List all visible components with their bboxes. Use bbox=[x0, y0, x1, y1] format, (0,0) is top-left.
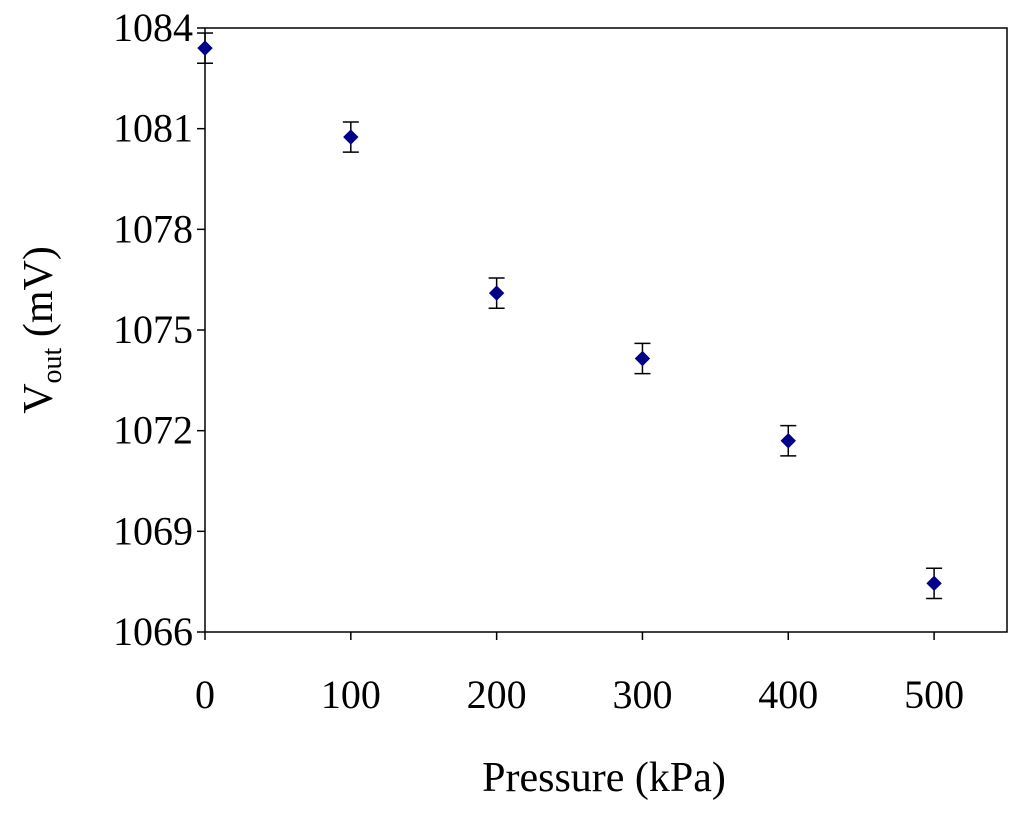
y-axis-title-subscript: out bbox=[37, 347, 68, 383]
data-point bbox=[488, 285, 505, 301]
y-tick-label: 1066 bbox=[113, 609, 193, 654]
x-tick-label: 200 bbox=[467, 672, 527, 717]
y-axis-title-main: V bbox=[16, 383, 62, 413]
x-tick-label: 100 bbox=[321, 672, 381, 717]
y-axis-title-unit: (mV) bbox=[16, 246, 62, 347]
y-tick-label: 1078 bbox=[113, 206, 193, 251]
x-tick-label: 500 bbox=[904, 672, 964, 717]
y-tick-label: 1069 bbox=[113, 508, 193, 553]
y-tick-label: 1075 bbox=[113, 307, 193, 352]
data-point bbox=[780, 433, 796, 449]
y-tick-label: 1081 bbox=[113, 106, 193, 151]
plot-area-frame bbox=[204, 27, 1008, 633]
y-tick-label: 1084 bbox=[113, 5, 193, 50]
y-axis-title: Vout (mV) bbox=[16, 246, 68, 414]
data-point bbox=[343, 129, 359, 145]
data-point bbox=[197, 40, 213, 56]
data-point bbox=[926, 575, 942, 592]
data-point bbox=[634, 350, 651, 367]
x-tick-label: 0 bbox=[195, 672, 215, 717]
x-axis-title: Pressure (kPa) bbox=[482, 755, 726, 801]
x-tick-label: 300 bbox=[612, 672, 672, 717]
y-tick-label: 1072 bbox=[113, 408, 193, 453]
x-tick-label: 400 bbox=[758, 672, 818, 717]
